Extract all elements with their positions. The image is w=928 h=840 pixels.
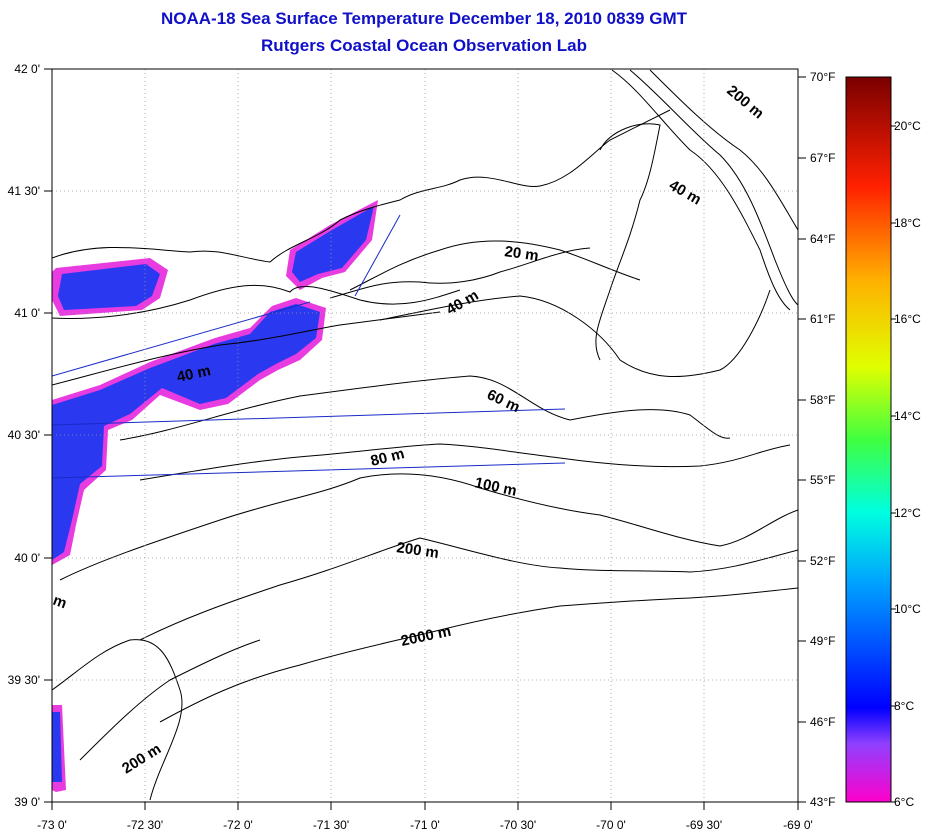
sst-patch-long-island-sound-core bbox=[58, 264, 160, 310]
bathymetry-contours bbox=[52, 69, 798, 801]
satellite-track-lines bbox=[52, 214, 566, 479]
colorbar-f-label: 58°F bbox=[810, 393, 835, 407]
track-line-4 bbox=[354, 214, 401, 297]
coastline-long-island bbox=[52, 284, 461, 319]
track-line-2 bbox=[52, 462, 566, 479]
colorbar-fahrenheit-labels: 70°F 67°F 64°F 61°F 58°F 55°F 52°F 49°F … bbox=[810, 70, 835, 809]
contour-100m bbox=[59, 473, 798, 581]
x-tick-label: -71 30' bbox=[313, 818, 349, 832]
colorbar-c-label: 8°C bbox=[894, 699, 914, 713]
tick-marks bbox=[44, 68, 799, 810]
colorbar-f-label: 67°F bbox=[810, 151, 835, 165]
colorbar-f-label: 46°F bbox=[810, 715, 835, 729]
sst-patch-narragansett-core bbox=[292, 206, 374, 282]
contour-label: 200 m bbox=[395, 539, 439, 562]
colorbar-c-label: 18°C bbox=[894, 216, 921, 230]
colorbar-ticks bbox=[798, 76, 896, 803]
contour-2000m bbox=[159, 587, 798, 723]
map-frame bbox=[51, 68, 799, 803]
contour-shelf-canyon bbox=[52, 639, 183, 801]
colorbar-c-label: 16°C bbox=[894, 312, 921, 326]
contour-200m bbox=[139, 537, 798, 641]
colorbar-f-label: 61°F bbox=[810, 312, 835, 326]
contour-label: 40 m bbox=[175, 362, 212, 386]
colorbar-celsius-labels: 20°C 18°C 16°C 14°C 12°C 10°C 8°C 6°C bbox=[894, 119, 921, 809]
coastline-cape-cod bbox=[595, 123, 661, 361]
sst-data-layer bbox=[52, 200, 378, 792]
y-tick-labels: 42 0' 41 30' 41 0' 40 30' 40 0' 39 30' 3… bbox=[8, 62, 40, 809]
contour-label: 20 m bbox=[503, 243, 539, 265]
map-title: NOAA-18 Sea Surface Temperature December… bbox=[161, 9, 687, 28]
colorbar-f-label: 55°F bbox=[810, 473, 835, 487]
colorbar-c-label: 12°C bbox=[894, 506, 921, 520]
x-tick-label: -73 0' bbox=[37, 818, 67, 832]
track-line-3 bbox=[52, 301, 311, 377]
contour-label: m bbox=[51, 592, 69, 613]
sst-patch-south-core bbox=[52, 712, 62, 782]
y-tick-label: 42 0' bbox=[14, 62, 40, 76]
contour-label: 200 m bbox=[723, 82, 767, 122]
x-tick-label: -70 0' bbox=[596, 818, 626, 832]
contour-northeast-2 bbox=[629, 69, 798, 306]
contour-200m-south bbox=[79, 639, 261, 761]
track-line-1 bbox=[52, 408, 566, 426]
contour-label: 40 m bbox=[666, 177, 704, 209]
colorbar-f-label: 43°F bbox=[810, 795, 835, 809]
colorbar-f-label: 64°F bbox=[810, 232, 835, 246]
x-tick-label: -72 30' bbox=[127, 818, 163, 832]
x-tick-label: -69 0' bbox=[783, 818, 813, 832]
colorbar-f-label: 70°F bbox=[810, 70, 835, 84]
y-tick-label: 41 0' bbox=[14, 306, 40, 320]
contour-40m-shelf bbox=[52, 311, 441, 386]
coastline-islands bbox=[329, 247, 591, 299]
colorbar-f-label: 52°F bbox=[810, 554, 835, 568]
contour-labels: 200 m 40 m 20 m 40 m 40 m 60 m 80 m 100 … bbox=[51, 82, 767, 777]
coastline-connecticut bbox=[52, 109, 671, 263]
contour-northeast-3 bbox=[649, 69, 798, 231]
x-tick-label: -71 0' bbox=[410, 818, 440, 832]
colorbar-c-label: 20°C bbox=[894, 119, 921, 133]
map-subtitle: Rutgers Coastal Ocean Observation Lab bbox=[261, 36, 587, 55]
contour-label: 200 m bbox=[119, 740, 164, 777]
contour-label: 40 m bbox=[444, 287, 482, 319]
colorbar-c-label: 6°C bbox=[894, 795, 914, 809]
contour-label: 2000 m bbox=[399, 623, 452, 650]
grid-lines bbox=[52, 69, 798, 802]
x-tick-label: -72 0' bbox=[223, 818, 253, 832]
colorbar-c-label: 10°C bbox=[894, 602, 921, 616]
colorbar-f-label: 49°F bbox=[810, 634, 835, 648]
y-tick-label: 40 0' bbox=[14, 551, 40, 565]
x-tick-labels: -73 0' -72 30' -72 0' -71 30' -71 0' -70… bbox=[37, 818, 813, 832]
sst-patch-shelf-core bbox=[52, 304, 320, 560]
y-tick-label: 39 0' bbox=[14, 795, 40, 809]
contour-northeast-1 bbox=[611, 69, 791, 311]
x-tick-label: -69 30' bbox=[686, 818, 722, 832]
temperature-colorbar bbox=[845, 76, 892, 803]
contour-label: 100 m bbox=[473, 474, 518, 499]
y-tick-label: 41 30' bbox=[8, 184, 40, 198]
contour-label: 80 m bbox=[369, 445, 406, 470]
contour-60m bbox=[119, 375, 731, 441]
contour-80m bbox=[139, 443, 791, 481]
contour-40m-north bbox=[379, 289, 771, 377]
y-tick-label: 40 30' bbox=[8, 428, 40, 442]
x-tick-label: -70 30' bbox=[500, 818, 536, 832]
y-tick-label: 39 30' bbox=[8, 673, 40, 687]
contour-20m bbox=[349, 240, 641, 291]
colorbar-c-label: 14°C bbox=[894, 409, 921, 423]
